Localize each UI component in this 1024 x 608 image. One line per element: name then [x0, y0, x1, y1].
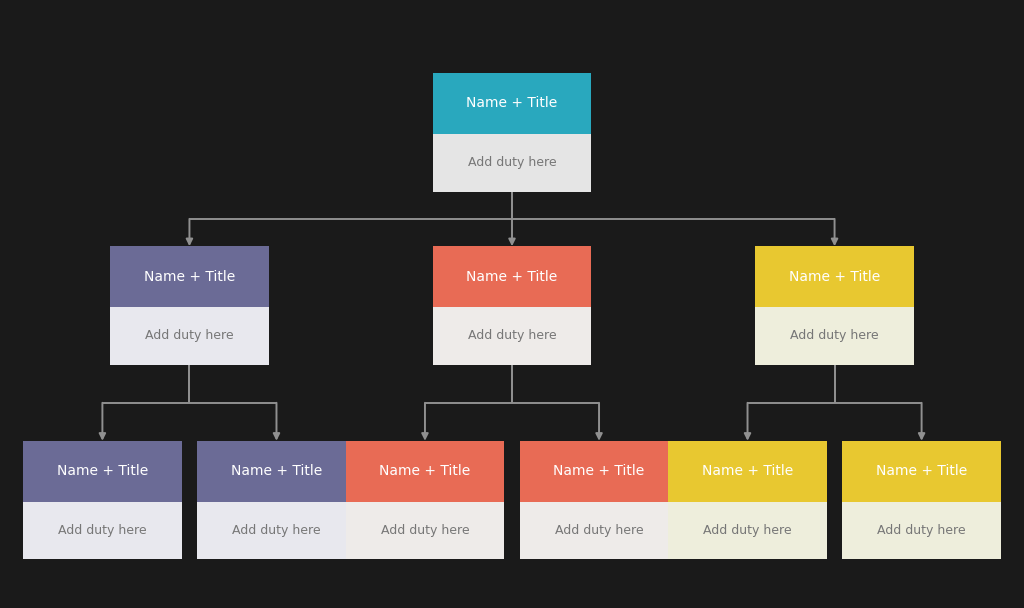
Text: Add duty here: Add duty here — [232, 524, 321, 537]
Text: Name + Title: Name + Title — [876, 464, 968, 478]
Text: Name + Title: Name + Title — [230, 464, 323, 478]
FancyBboxPatch shape — [111, 307, 268, 365]
Text: Add duty here: Add duty here — [791, 330, 879, 342]
FancyBboxPatch shape — [432, 73, 592, 134]
FancyBboxPatch shape — [24, 502, 182, 559]
FancyBboxPatch shape — [842, 502, 1001, 559]
FancyBboxPatch shape — [345, 441, 504, 502]
FancyBboxPatch shape — [668, 502, 827, 559]
Text: Add duty here: Add duty here — [381, 524, 469, 537]
FancyBboxPatch shape — [432, 134, 592, 192]
FancyBboxPatch shape — [519, 502, 678, 559]
Text: Name + Title: Name + Title — [466, 269, 558, 284]
Text: Name + Title: Name + Title — [143, 269, 236, 284]
Text: Add duty here: Add duty here — [703, 524, 792, 537]
Text: Add duty here: Add duty here — [145, 330, 233, 342]
FancyBboxPatch shape — [24, 441, 182, 502]
Text: Add duty here: Add duty here — [468, 330, 556, 342]
FancyBboxPatch shape — [345, 502, 504, 559]
Text: Name + Title: Name + Title — [56, 464, 148, 478]
FancyBboxPatch shape — [668, 441, 827, 502]
Text: Name + Title: Name + Title — [379, 464, 471, 478]
FancyBboxPatch shape — [432, 246, 592, 307]
FancyBboxPatch shape — [111, 246, 268, 307]
Text: Name + Title: Name + Title — [466, 96, 558, 111]
FancyBboxPatch shape — [755, 246, 913, 307]
Text: Name + Title: Name + Title — [788, 269, 881, 284]
FancyBboxPatch shape — [842, 441, 1001, 502]
FancyBboxPatch shape — [519, 441, 678, 502]
FancyBboxPatch shape — [197, 502, 356, 559]
Text: Add duty here: Add duty here — [468, 156, 556, 169]
Text: Name + Title: Name + Title — [701, 464, 794, 478]
FancyBboxPatch shape — [755, 307, 913, 365]
Text: Add duty here: Add duty here — [878, 524, 966, 537]
FancyBboxPatch shape — [197, 441, 356, 502]
Text: Add duty here: Add duty here — [58, 524, 146, 537]
FancyBboxPatch shape — [432, 307, 592, 365]
Text: Name + Title: Name + Title — [553, 464, 645, 478]
Text: Add duty here: Add duty here — [555, 524, 643, 537]
